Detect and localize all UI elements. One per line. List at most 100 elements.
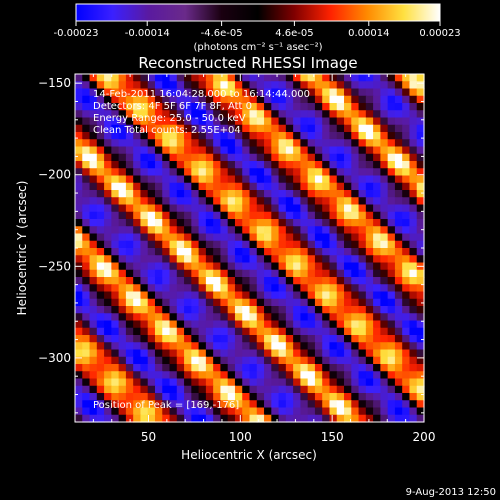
heatmap-cell bbox=[162, 88, 171, 97]
heatmap-cell bbox=[176, 132, 185, 140]
heatmap-cell bbox=[380, 211, 389, 220]
heatmap-cell bbox=[264, 378, 272, 387]
heatmap-cell bbox=[198, 95, 207, 104]
heatmap-cell bbox=[365, 168, 374, 177]
heatmap-cell bbox=[285, 182, 294, 191]
heatmap-cell bbox=[184, 175, 192, 184]
heatmap-cell bbox=[176, 219, 185, 227]
heatmap-cell bbox=[358, 284, 367, 293]
heatmap-cell bbox=[198, 168, 207, 177]
heatmap-cell bbox=[271, 233, 280, 242]
heatmap-cell bbox=[213, 400, 222, 409]
heatmap-cell bbox=[234, 407, 243, 416]
heatmap-cell bbox=[344, 291, 352, 300]
heatmap-cell bbox=[176, 269, 185, 278]
heatmap-cell bbox=[402, 349, 411, 358]
heatmap-cell bbox=[184, 124, 192, 133]
heatmap-cell bbox=[264, 226, 272, 235]
heatmap-cell bbox=[322, 342, 331, 351]
heatmap-cell bbox=[191, 110, 200, 119]
heatmap-cell bbox=[118, 219, 127, 227]
heatmap-cell bbox=[307, 255, 316, 264]
heatmap-cell bbox=[176, 233, 185, 242]
heatmap-cell bbox=[176, 74, 185, 82]
heatmap-cell bbox=[322, 306, 331, 314]
heatmap-cell bbox=[89, 298, 98, 307]
heatmap-cell bbox=[416, 364, 425, 372]
heatmap-cell bbox=[125, 139, 134, 148]
heatmap-cell bbox=[104, 153, 112, 162]
heatmap-cell bbox=[285, 327, 294, 336]
heatmap-cell bbox=[220, 262, 229, 271]
heatmap-cell bbox=[285, 400, 294, 409]
heatmap-cell bbox=[191, 153, 200, 162]
heatmap-cell bbox=[242, 204, 251, 213]
heatmap-cell bbox=[104, 240, 112, 249]
heatmap-cell bbox=[96, 117, 105, 126]
heatmap-cell bbox=[387, 291, 396, 300]
heatmap-cell bbox=[373, 88, 381, 97]
heatmap-cell bbox=[169, 298, 178, 307]
heatmap-cell bbox=[96, 182, 105, 191]
heatmap-cell bbox=[329, 146, 338, 155]
heatmap-cell bbox=[322, 400, 331, 409]
heatmap-cell bbox=[89, 182, 98, 191]
heatmap-cell bbox=[249, 335, 258, 343]
heatmap-cell bbox=[402, 74, 411, 82]
heatmap-cell bbox=[336, 103, 345, 111]
heatmap-cell bbox=[213, 385, 222, 394]
heatmap-cell bbox=[176, 190, 185, 198]
heatmap-cell bbox=[169, 74, 178, 82]
heatmap-cell bbox=[264, 197, 272, 206]
heatmap-cell bbox=[409, 146, 418, 155]
heatmap-cell bbox=[293, 393, 301, 401]
heatmap-cell bbox=[140, 306, 149, 314]
heatmap-cell bbox=[416, 356, 425, 365]
heatmap-cell bbox=[140, 378, 149, 387]
heatmap-cell bbox=[285, 81, 294, 90]
heatmap-cell bbox=[380, 378, 389, 387]
heatmap-cell bbox=[213, 103, 222, 111]
heatmap-cell bbox=[271, 269, 280, 278]
heatmap-cell bbox=[234, 291, 243, 300]
heatmap-cell bbox=[285, 211, 294, 220]
heatmap-cell bbox=[307, 124, 316, 133]
heatmap-cell bbox=[205, 284, 214, 293]
heatmap-cell bbox=[104, 197, 112, 206]
heatmap-cell bbox=[380, 291, 389, 300]
heatmap-cell bbox=[271, 342, 280, 351]
heatmap-cell bbox=[278, 197, 287, 206]
heatmap-cell bbox=[162, 95, 171, 104]
heatmap-cell bbox=[314, 233, 323, 242]
heatmap-cell bbox=[198, 320, 207, 329]
heatmap-cell bbox=[82, 146, 91, 155]
heatmap-cell bbox=[205, 269, 214, 278]
heatmap-cell bbox=[220, 327, 229, 336]
heatmap-cell bbox=[234, 182, 243, 191]
heatmap-cell bbox=[336, 153, 345, 162]
heatmap-cell bbox=[147, 95, 156, 104]
heatmap-cell bbox=[351, 161, 360, 169]
heatmap-cell bbox=[278, 146, 287, 155]
heatmap-cell bbox=[344, 240, 352, 249]
heatmap-cell bbox=[285, 139, 294, 148]
heatmap-cell bbox=[271, 349, 280, 358]
heatmap-cell bbox=[104, 211, 112, 220]
heatmap-cell bbox=[293, 407, 301, 416]
heatmap-cell bbox=[344, 414, 352, 423]
heatmap-cell bbox=[380, 117, 389, 126]
heatmap-cell bbox=[104, 414, 112, 423]
heatmap-cell bbox=[96, 95, 105, 104]
heatmap-cell bbox=[365, 284, 374, 293]
heatmap-cell bbox=[234, 197, 243, 206]
heatmap-cell bbox=[256, 342, 265, 351]
heatmap-cell bbox=[205, 103, 214, 111]
heatmap-cell bbox=[365, 103, 374, 111]
heatmap-cell bbox=[154, 393, 163, 401]
heatmap-cell bbox=[314, 182, 323, 191]
heatmap-cell bbox=[118, 139, 127, 148]
heatmap-cell bbox=[373, 393, 381, 401]
heatmap-cell bbox=[336, 400, 345, 409]
heatmap-cell bbox=[220, 378, 229, 387]
heatmap-cell bbox=[373, 262, 381, 271]
